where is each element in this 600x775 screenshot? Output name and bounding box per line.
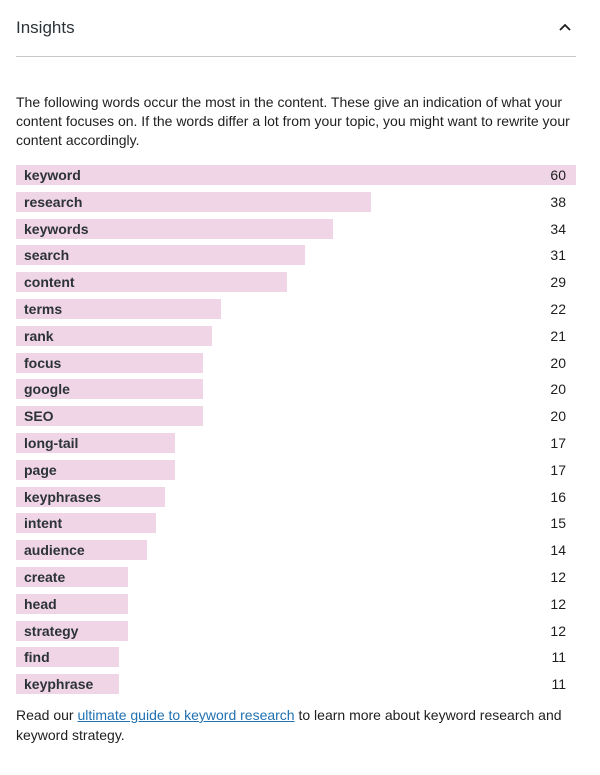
word-row: keywords 34 (16, 218, 576, 239)
word-count: 20 (550, 354, 566, 371)
word-count: 38 (550, 193, 566, 210)
word-label: page (24, 461, 57, 478)
word-row: keyword 60 (16, 165, 576, 185)
word-bar (16, 620, 128, 641)
word-bar (16, 191, 371, 212)
word-bar (16, 379, 203, 400)
word-row: find 11 (16, 647, 576, 668)
word-count: 17 (550, 461, 566, 478)
word-row: keyphrases 16 (16, 486, 576, 507)
footer-text: Read our ultimate guide to keyword resea… (16, 705, 576, 745)
word-label: audience (24, 542, 85, 559)
word-bar (16, 486, 166, 507)
word-count: 17 (550, 435, 566, 451)
word-bar (16, 593, 128, 614)
word-count: 11 (551, 676, 566, 693)
word-label: intent (24, 515, 63, 532)
word-bar (16, 325, 212, 346)
word-label: find (24, 649, 50, 666)
word-count: 12 (550, 622, 566, 639)
word-label: research (24, 193, 83, 210)
word-label: SEO (24, 408, 54, 425)
word-label: terms (24, 301, 63, 317)
word-label: rank (24, 327, 54, 344)
panel-title: Insights (16, 18, 75, 37)
word-bar (16, 272, 287, 293)
word-label: search (24, 247, 70, 264)
word-row: research 38 (16, 191, 576, 212)
word-bar (16, 218, 334, 239)
word-row: google 20 (16, 379, 576, 400)
word-bar (16, 540, 147, 561)
word-row: intent 15 (16, 513, 576, 534)
word-row: page 17 (16, 459, 576, 480)
word-count: 12 (550, 595, 566, 612)
word-label: keywords (24, 220, 89, 237)
word-bar (16, 165, 576, 185)
word-label: long-tail (24, 435, 79, 451)
word-bar (16, 299, 222, 319)
word-label: head (24, 595, 57, 612)
word-row: terms 22 (16, 299, 576, 319)
word-bar (16, 513, 156, 534)
word-label: strategy (24, 622, 79, 639)
word-row: rank 21 (16, 325, 576, 346)
word-count: 20 (550, 408, 566, 425)
word-bar (16, 459, 175, 480)
word-label: create (24, 569, 66, 585)
word-row: long-tail 17 (16, 433, 576, 453)
word-label: keyphrases (24, 488, 102, 505)
insights-header-toggle[interactable]: Insights (16, 0, 576, 57)
word-count: 21 (550, 327, 566, 344)
word-count: 12 (550, 569, 566, 585)
word-row: audience 14 (16, 540, 576, 561)
word-label: keyword (24, 167, 81, 183)
word-count: 15 (550, 515, 566, 532)
footer-text-before: Read our (16, 707, 78, 723)
word-count: 11 (551, 649, 566, 666)
word-bar (16, 674, 119, 695)
word-label: content (24, 274, 75, 291)
prominent-words-list: keyword 60 research 38 keywords 34 search 31 con… (16, 165, 576, 695)
intro-text: The following words occur the most in th… (16, 94, 570, 148)
chevron-up-icon[interactable] (554, 17, 576, 39)
keyword-research-guide-link[interactable]: ultimate guide to keyword research (77, 707, 295, 723)
word-count: 14 (550, 542, 566, 559)
word-row: keyphrase 11 (16, 674, 576, 695)
word-row: focus 20 (16, 352, 576, 373)
word-count: 20 (550, 381, 566, 398)
word-count: 29 (550, 274, 566, 291)
word-count: 34 (550, 220, 566, 237)
word-row: strategy 12 (16, 620, 576, 641)
word-bar (16, 433, 175, 453)
word-row: head 12 (16, 593, 576, 614)
word-count: 16 (550, 488, 566, 505)
word-count: 22 (550, 301, 566, 317)
word-label: google (24, 381, 70, 398)
footer-text-after: to learn more about keyword research and… (16, 707, 562, 743)
word-bar (16, 567, 128, 587)
word-row: search 31 (16, 245, 576, 266)
word-bar (16, 245, 306, 266)
word-count: 31 (550, 247, 566, 264)
word-row: create 12 (16, 567, 576, 587)
word-label: focus (24, 354, 62, 371)
word-bar (16, 647, 119, 668)
word-bar (16, 406, 203, 427)
word-bar (16, 352, 203, 373)
word-label: keyphrase (24, 676, 94, 693)
word-count: 60 (550, 167, 566, 183)
word-row: SEO 20 (16, 406, 576, 427)
word-row: content 29 (16, 272, 576, 293)
